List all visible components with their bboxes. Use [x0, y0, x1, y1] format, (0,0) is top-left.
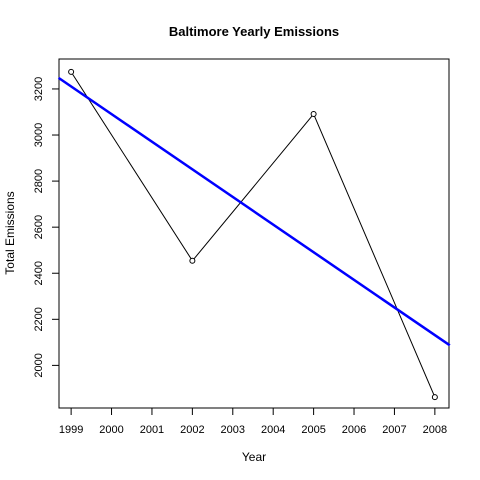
y-tick-label: 3200 [33, 77, 45, 101]
y-tick-label: 2000 [33, 353, 45, 377]
x-tick-label: 2008 [423, 424, 447, 436]
x-tick-label: 2002 [180, 424, 204, 436]
y-tick-label: 2200 [33, 307, 45, 331]
x-tick-label: 2007 [382, 424, 406, 436]
data-point [68, 68, 75, 75]
x-tick-label: 2006 [342, 424, 366, 436]
x-axis: 1999 2000 2001 2002 2003 2004 2005 2006 2007 2008 [59, 408, 447, 436]
x-tick-label: 2003 [221, 424, 245, 436]
plot-content [57, 68, 451, 401]
x-tick-label: 2001 [140, 424, 164, 436]
x-tick-label: 1999 [59, 424, 83, 436]
x-tick-label: 2004 [261, 424, 285, 436]
y-tick-label: 3000 [33, 123, 45, 147]
x-axis-label: Year [242, 450, 266, 464]
data-point [431, 394, 438, 401]
y-tick-label: 2800 [33, 169, 45, 193]
x-tick-label: 2005 [301, 424, 325, 436]
y-axis: 2000 2200 2400 2600 2800 3000 3200 [33, 77, 59, 378]
plot-frame [58, 58, 450, 409]
data-point [189, 257, 196, 264]
y-tick-label: 2600 [33, 215, 45, 239]
chart-title: Baltimore Yearly Emissions [169, 24, 339, 39]
data-point [310, 111, 317, 118]
series-line [70, 71, 436, 398]
y-tick-label: 2400 [33, 261, 45, 285]
trend-line [57, 76, 451, 347]
x-tick-label: 2000 [99, 424, 123, 436]
y-axis-label: Total Emissions [3, 191, 17, 274]
